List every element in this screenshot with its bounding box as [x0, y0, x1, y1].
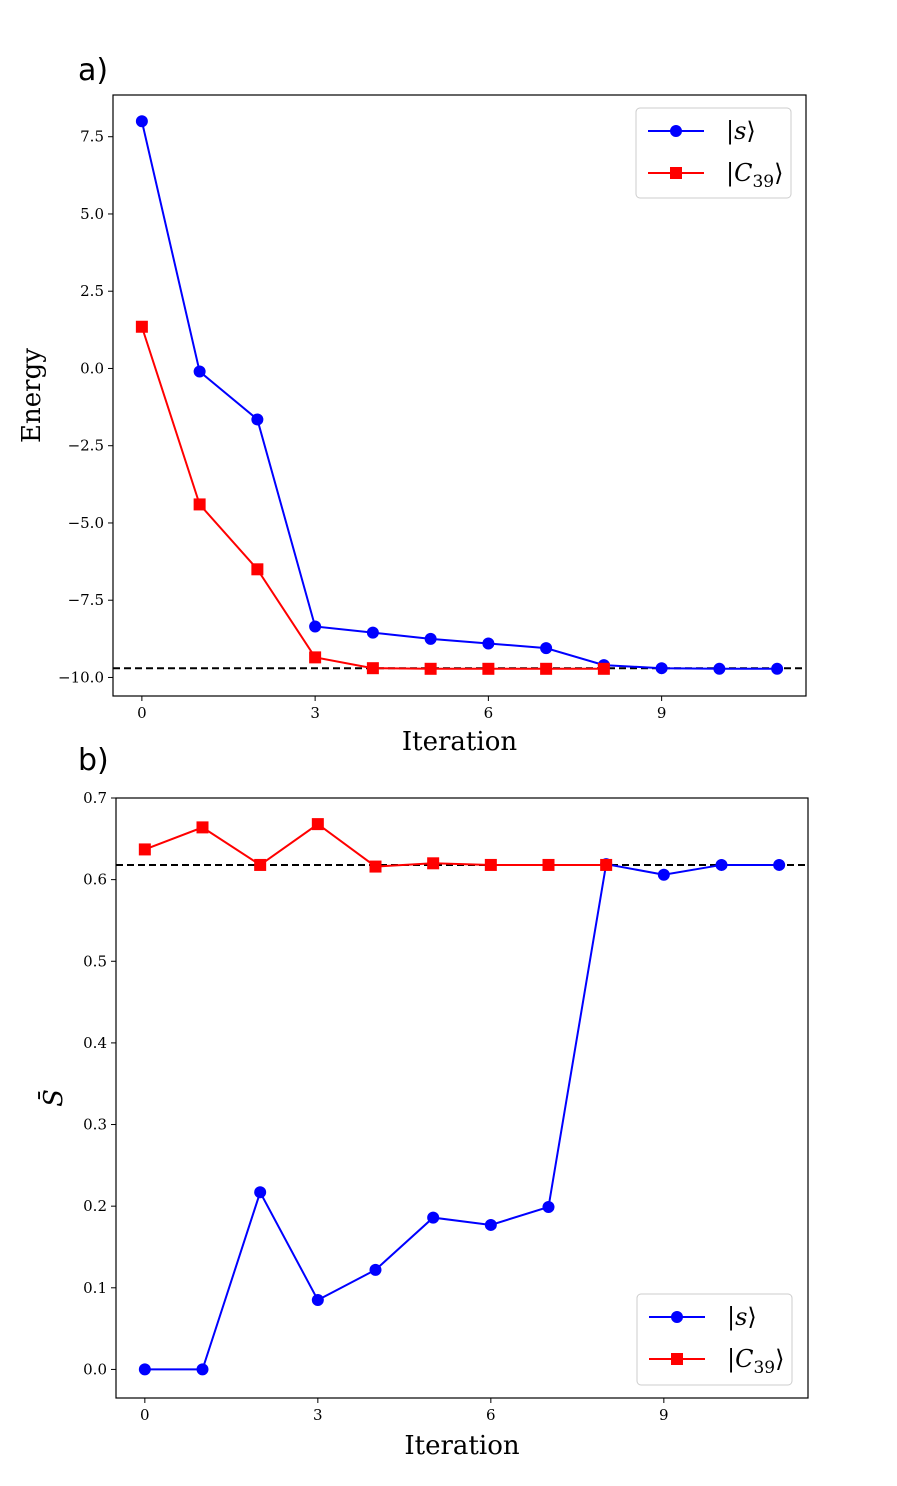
y-tick-label: −2.5 — [68, 437, 104, 455]
series-line — [140, 326, 604, 670]
y-tick-label: 2.5 — [80, 282, 104, 300]
data-point — [193, 365, 206, 378]
data-point — [138, 843, 151, 856]
data-point — [773, 858, 786, 871]
series-line — [140, 121, 778, 670]
series-c39 — [135, 320, 610, 675]
data-point — [484, 858, 497, 871]
data-point — [484, 1218, 497, 1231]
y-tick-label: 0.4 — [83, 1034, 107, 1052]
data-point — [597, 662, 610, 675]
y-tick-label: 0.0 — [83, 1360, 107, 1378]
x-tick-label: 0 — [140, 1406, 150, 1424]
y-tick-label: 0.1 — [83, 1279, 107, 1297]
x-tick-label: 9 — [659, 1406, 669, 1424]
data-point — [311, 818, 324, 831]
data-point — [715, 858, 728, 871]
series-c39 — [138, 818, 613, 873]
x-tick-label: 6 — [484, 704, 494, 722]
y-axis-title: Energy — [17, 348, 47, 443]
data-point — [251, 563, 264, 576]
data-point — [369, 1263, 382, 1276]
data-point — [254, 1186, 267, 1199]
x-tick-label: 3 — [313, 1406, 323, 1424]
data-point — [427, 857, 440, 870]
y-tick-label: 5.0 — [80, 205, 104, 223]
legend-label: |C39⟩ — [726, 159, 783, 192]
legend-marker — [671, 1311, 683, 1323]
x-axis-title: Iteration — [402, 727, 517, 757]
data-point — [366, 626, 379, 639]
data-point — [311, 1294, 324, 1307]
data-point — [540, 662, 553, 675]
data-point — [482, 662, 495, 675]
data-point — [309, 651, 322, 664]
data-point — [135, 115, 148, 128]
data-point — [366, 662, 379, 675]
data-point — [135, 320, 148, 333]
panel-label: a) — [78, 53, 108, 88]
chart-panel-a: a) 0 3 6 9 7.5 5.0 2.5 0.0 −2.5 −5.0 −7.5 −10.0 Itera… — [17, 53, 807, 757]
y-tick-label: 0.3 — [83, 1116, 107, 1134]
series-s — [138, 858, 786, 1376]
data-point — [424, 632, 437, 645]
legend-label: |C39⟩ — [727, 1345, 784, 1378]
legend: |s⟩ |C39⟩ — [635, 107, 792, 199]
y-tick-label: −10.0 — [58, 668, 104, 686]
legend-label: |s⟩ — [726, 117, 756, 146]
data-point — [542, 858, 555, 871]
y-tick-label: −7.5 — [68, 591, 104, 609]
data-point — [424, 662, 437, 675]
y-tick-label: 0.2 — [83, 1197, 107, 1215]
x-tick-label: 3 — [310, 704, 320, 722]
data-point — [771, 662, 784, 675]
series-line — [144, 862, 780, 1371]
data-point — [713, 662, 726, 675]
y-tick-label: 0.6 — [83, 871, 107, 889]
plot-frame — [115, 797, 809, 1399]
series-s — [135, 115, 784, 675]
data-point — [254, 858, 267, 871]
panel-label: b) — [78, 743, 109, 778]
data-point — [655, 662, 668, 675]
data-point — [369, 860, 382, 873]
data-point — [542, 1200, 555, 1213]
legend-label: |s⟩ — [727, 1303, 757, 1332]
y-tick-label: 7.5 — [80, 128, 104, 146]
y-tick-label: 0.5 — [83, 952, 107, 970]
y-tick-label: −5.0 — [68, 514, 104, 532]
data-point — [427, 1211, 440, 1224]
data-point — [657, 868, 670, 881]
legend-marker — [670, 167, 682, 179]
legend-marker — [671, 1353, 683, 1365]
data-point — [540, 642, 553, 655]
series-line — [144, 822, 607, 868]
x-axis-title: Iteration — [404, 1431, 519, 1461]
y-axis-title: S̄ — [37, 1089, 69, 1107]
data-point — [309, 620, 322, 633]
x-tick-label: 6 — [486, 1406, 496, 1424]
y-tick-label: 0.7 — [83, 789, 107, 807]
legend: |s⟩ |C39⟩ — [636, 1293, 793, 1386]
data-point — [251, 413, 264, 426]
plot-frame — [112, 94, 807, 697]
legend-marker — [670, 125, 682, 137]
data-point — [196, 1363, 209, 1376]
y-tick-label: 0.0 — [80, 359, 104, 377]
x-tick-label: 0 — [137, 704, 147, 722]
data-point — [600, 858, 613, 871]
data-point — [482, 637, 495, 650]
x-tick-label: 9 — [657, 704, 667, 722]
data-point — [138, 1363, 151, 1376]
data-point — [193, 498, 206, 511]
data-point — [196, 821, 209, 834]
chart-panel-b: b) 0 3 6 9 0.0 0.1 0.2 0.3 0.4 0.5 0.6 0.7 Iteration S… — [37, 743, 809, 1461]
